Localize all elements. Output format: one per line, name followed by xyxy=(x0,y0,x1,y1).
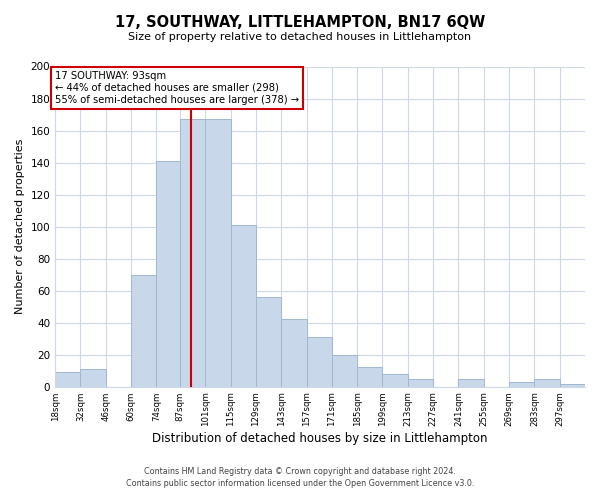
Bar xyxy=(332,354,357,386)
Bar xyxy=(205,120,230,386)
Y-axis label: Number of detached properties: Number of detached properties xyxy=(15,139,25,314)
Text: 17 SOUTHWAY: 93sqm
← 44% of detached houses are smaller (298)
55% of semi-detach: 17 SOUTHWAY: 93sqm ← 44% of detached hou… xyxy=(55,72,299,104)
Text: 17, SOUTHWAY, LITTLEHAMPTON, BN17 6QW: 17, SOUTHWAY, LITTLEHAMPTON, BN17 6QW xyxy=(115,15,485,30)
Bar xyxy=(509,382,535,386)
Bar xyxy=(157,161,182,386)
Bar xyxy=(256,297,281,386)
Bar xyxy=(382,374,408,386)
Bar xyxy=(55,372,80,386)
Bar xyxy=(560,384,585,386)
Bar xyxy=(131,274,157,386)
Bar xyxy=(230,225,256,386)
Text: Size of property relative to detached houses in Littlehampton: Size of property relative to detached ho… xyxy=(128,32,472,42)
Bar xyxy=(307,337,332,386)
Bar xyxy=(281,320,307,386)
Bar xyxy=(80,369,106,386)
Bar xyxy=(458,378,484,386)
Bar xyxy=(535,378,560,386)
Text: Contains HM Land Registry data © Crown copyright and database right 2024.
Contai: Contains HM Land Registry data © Crown c… xyxy=(126,466,474,487)
X-axis label: Distribution of detached houses by size in Littlehampton: Distribution of detached houses by size … xyxy=(152,432,488,445)
Bar xyxy=(408,378,433,386)
Bar xyxy=(180,120,205,386)
Bar xyxy=(357,368,382,386)
